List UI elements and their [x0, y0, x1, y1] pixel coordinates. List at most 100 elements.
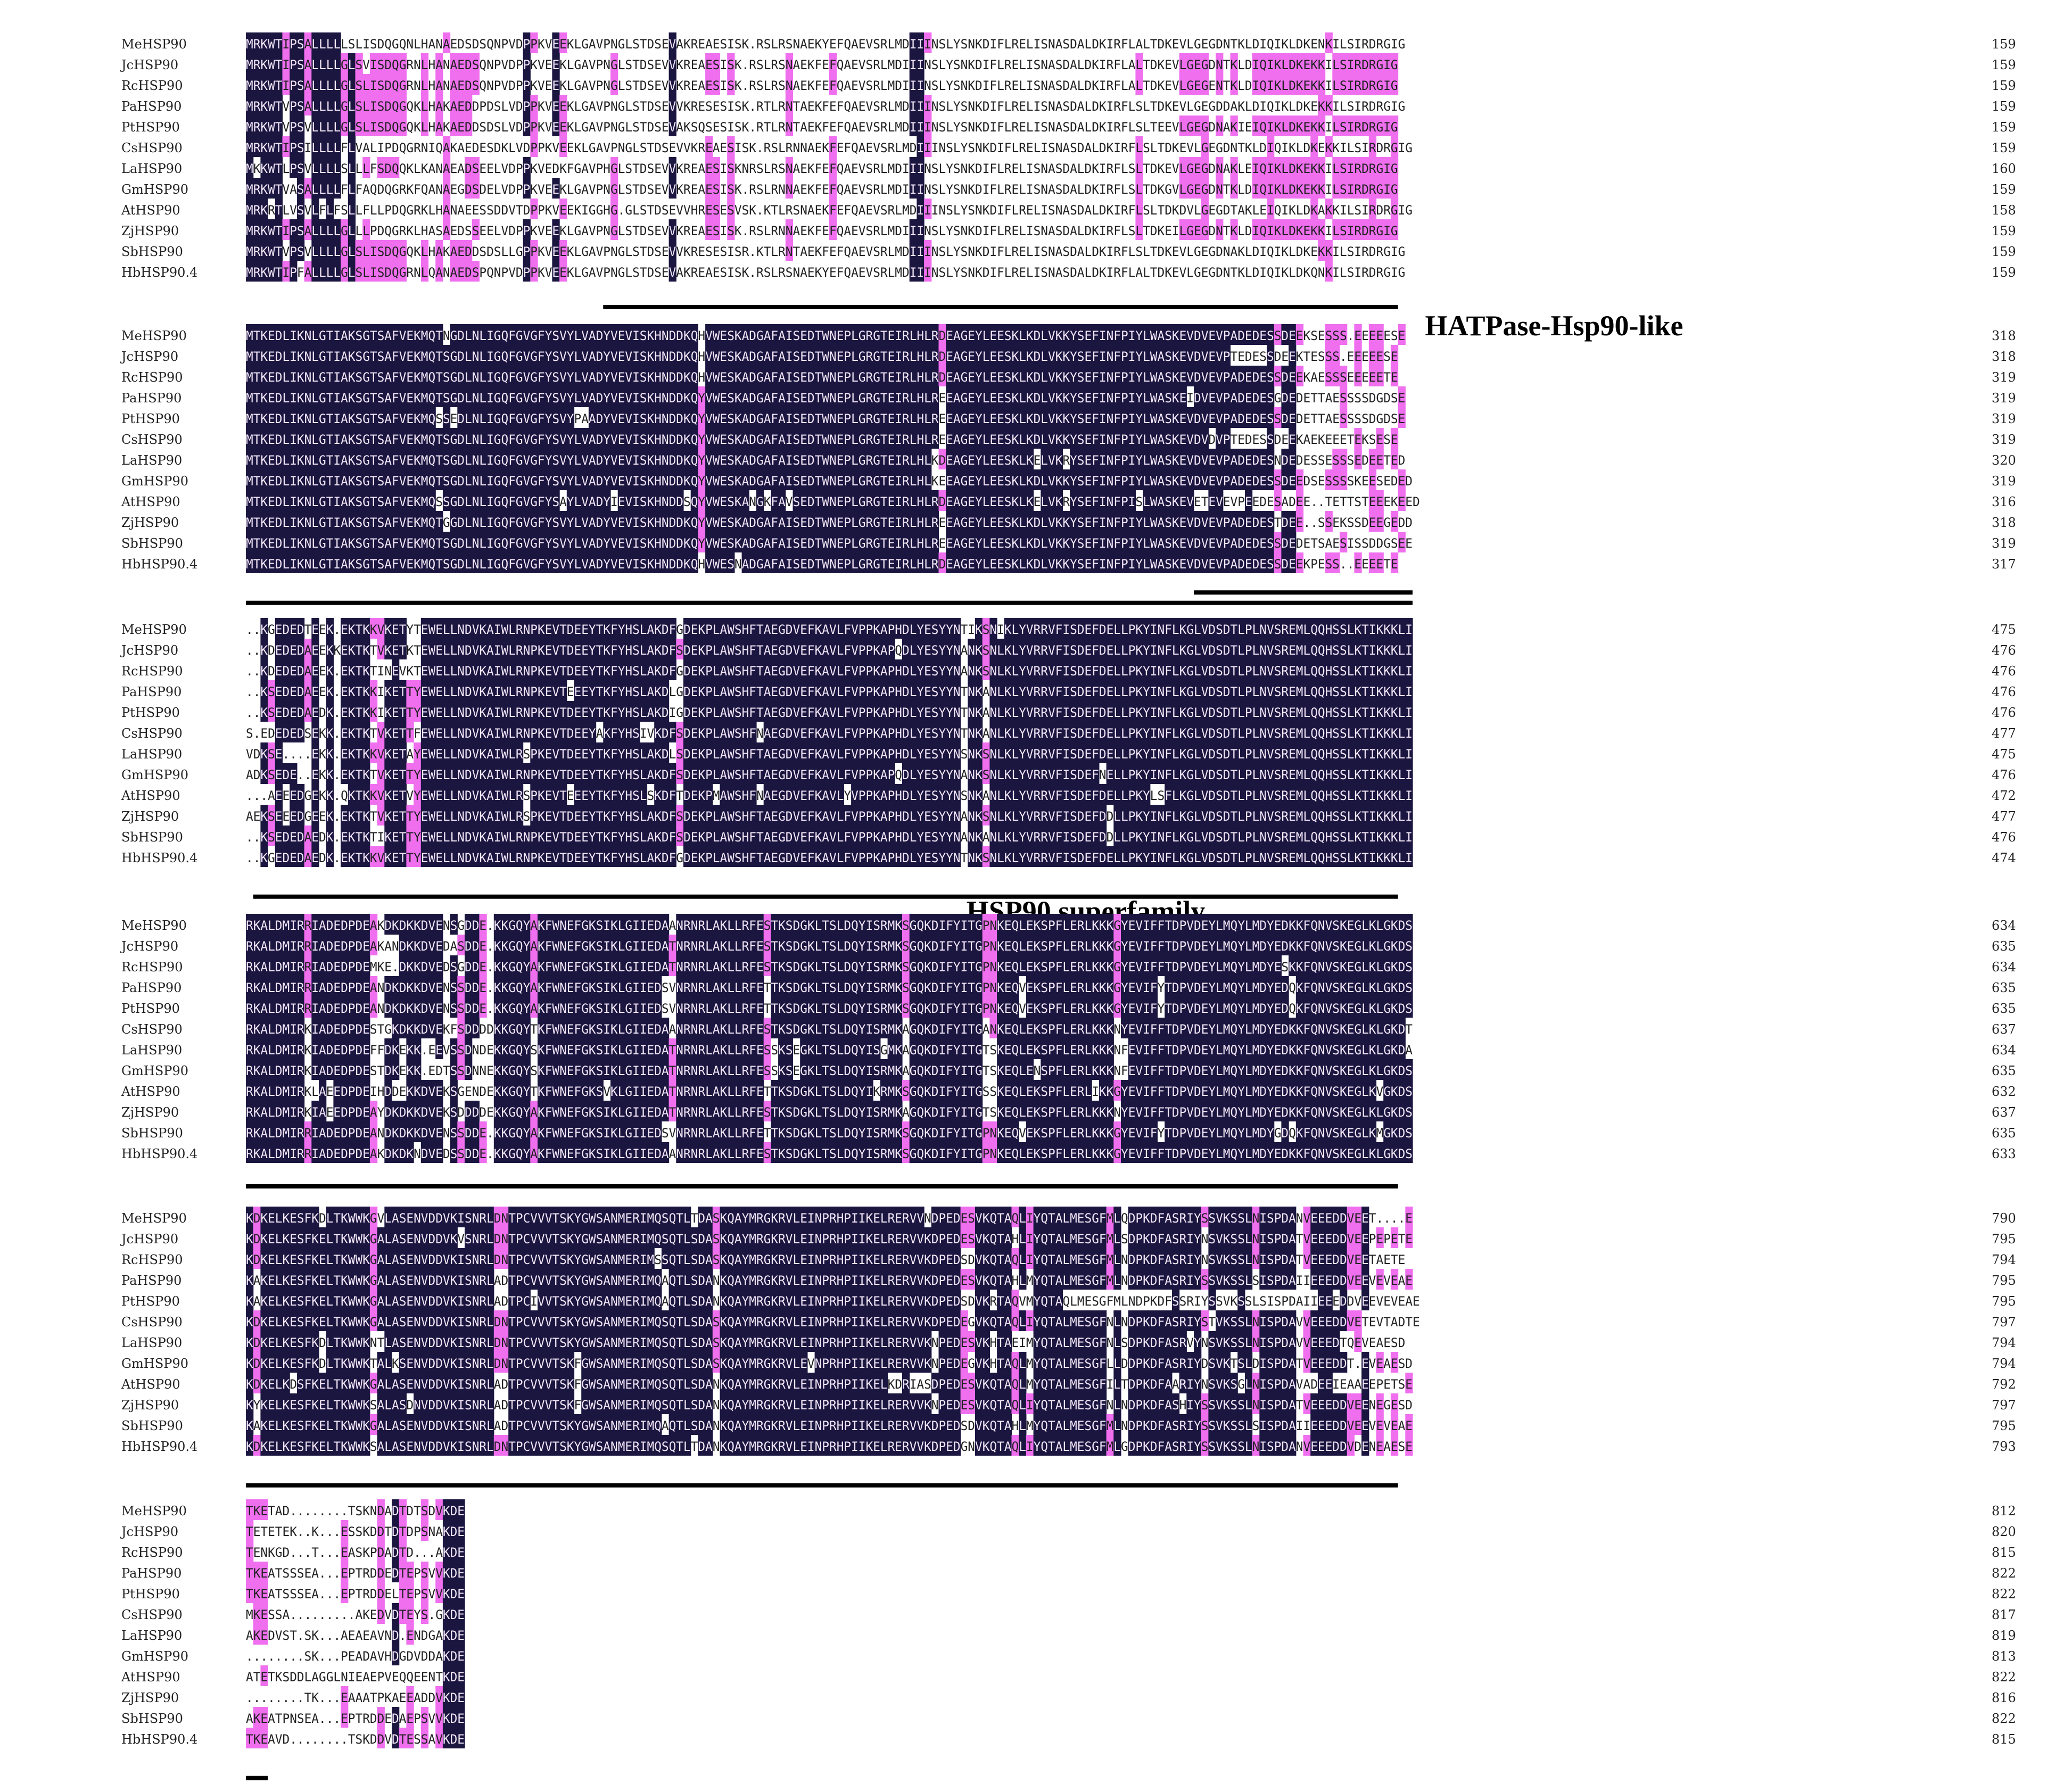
residue-number: 472	[1992, 788, 2016, 803]
sequence-text: MRKWTIPSALLLLLSLISDQGQNLHANAEDSDSQNPVDPP…	[246, 37, 1405, 52]
residue-shade	[319, 136, 327, 157]
species-name: AtHSP90	[121, 203, 180, 218]
residue-shade	[282, 261, 290, 282]
residue-number: 476	[1992, 684, 2016, 699]
residue-shade	[282, 53, 290, 74]
species-name: HbHSP90.4	[121, 265, 197, 280]
sequence-text: MTKEDLIKNLGTIAKSGTSAFVEKMQTSGDLNLIGQFGVG…	[246, 370, 1398, 385]
sequence-text: ..KSEDEDAEDK.EKTKTIKETTYEWELLNDVKAIWLRNP…	[246, 830, 1413, 845]
species-name: ZjHSP90	[121, 224, 179, 238]
residue-shade	[296, 53, 305, 74]
residue-shade	[290, 261, 298, 282]
residue-number: 319	[1992, 474, 2016, 489]
residue-shade	[290, 240, 298, 261]
residue-shade	[290, 157, 298, 178]
residue-shade	[304, 261, 312, 282]
residue-shade	[268, 74, 276, 95]
residue-number: 318	[1992, 349, 2016, 364]
residue-shade	[311, 136, 319, 157]
residue-shade	[253, 261, 261, 282]
residue-number: 319	[1992, 432, 2016, 447]
residue-shade	[268, 219, 276, 240]
sequence-text: ..KSEDEDAEDK.EKTKKIKETTYEWELLNDVKAIWLRNP…	[246, 705, 1413, 720]
residue-shade	[260, 157, 268, 178]
domain-bar	[246, 600, 1413, 605]
residue-shade	[304, 95, 312, 115]
residue-number: 476	[1992, 664, 2016, 679]
residue-shade	[290, 32, 298, 53]
residue-shade	[304, 74, 312, 95]
residue-number: 319	[1992, 536, 2016, 551]
residue-number: 159	[1992, 141, 2016, 155]
residue-shade	[290, 136, 298, 157]
species-name: ZjHSP90	[121, 515, 179, 530]
residue-number: 477	[1992, 726, 2016, 741]
residue-shade	[319, 261, 327, 282]
residue-shade	[275, 95, 283, 115]
residue-shade	[326, 53, 334, 74]
residue-shade	[311, 157, 319, 178]
residue-shade	[246, 136, 254, 157]
residue-number: 317	[1992, 557, 2016, 572]
residue-shade	[260, 95, 268, 115]
residue-number: 476	[1992, 767, 2016, 782]
residue-shade	[275, 157, 283, 178]
sequence-text: MRKWTVASALLLLFLFAQDQGRKFQANAEGDSDELVDPPK…	[246, 182, 1398, 197]
residue-shade	[260, 136, 268, 157]
species-name: PaHSP90	[121, 99, 181, 114]
sequence-text: MRKRTLVSVLFLFSLLFLLPDQGRKLHANAEESSDDVTDP…	[246, 203, 1413, 218]
residue-shade	[275, 219, 283, 240]
residue-shade	[319, 240, 327, 261]
residue-shade	[319, 95, 327, 115]
residue-number: 320	[1992, 453, 2016, 468]
species-name: LaHSP90	[121, 161, 182, 176]
residue-shade	[296, 199, 305, 219]
residue-shade	[253, 53, 261, 74]
residue-shade	[282, 219, 290, 240]
sequence-text: MTKEDLIKNLGTIAKSGTSAFVEKMQTSGDLNLIGQFGVG…	[246, 349, 1398, 364]
residue-number: 159	[1992, 224, 2016, 238]
residue-shade	[246, 95, 254, 115]
sequence-text: MTKEDLIKNLGTIAKSGTSAFVEKMQSSEDLNLIGQFGVG…	[246, 411, 1405, 426]
sequence-text: ..KGEDEDTEEK.EKTKKVKETYTEWELLNDVKAIWLRNP…	[246, 622, 1413, 637]
domain-label: HATPase-Hsp90-like	[1425, 310, 1683, 342]
residue-shade	[326, 32, 334, 53]
residue-shade	[260, 219, 268, 240]
sequence-text: MTKEDLIKNLGTIAKSGTSAFVEKMQTSGDLNLIGQFGVG…	[246, 432, 1398, 447]
residue-shade	[282, 32, 290, 53]
residue-shade	[319, 178, 327, 199]
species-name: AtHSP90	[121, 788, 180, 803]
residue-shade	[246, 32, 254, 53]
residue-number: 159	[1992, 244, 2016, 259]
residue-shade	[290, 95, 298, 115]
residue-shade	[311, 32, 319, 53]
sequence-text: MRKWTVPSALLLLGLSLISDQGQKLHAKAEDDPDSLVDPP…	[246, 99, 1405, 114]
species-name: AtHSP90	[121, 494, 180, 509]
residue-shade	[275, 178, 283, 199]
sequence-text: ..KDEDEDAEEK.EKTKTINEVKTEWELLNDVKAIWLRNP…	[246, 664, 1413, 679]
residue-shade	[311, 240, 319, 261]
species-name: GmHSP90	[121, 182, 188, 197]
residue-number: 159	[1992, 99, 2016, 114]
residue-shade	[311, 95, 319, 115]
residue-number: 159	[1992, 120, 2016, 135]
species-name: LaHSP90	[121, 453, 182, 468]
residue-shade	[275, 199, 283, 219]
alignment-block: MeHSP90 MRKWTIPSALLLLLSLISDQGQNLHANAEDSDS…	[120, 32, 2016, 342]
residue-shade	[296, 136, 305, 157]
residue-shade	[296, 32, 305, 53]
domain-bar	[603, 304, 1398, 309]
residue-shade	[268, 240, 276, 261]
sequence-text: MRKWTIPSALLLLGLSVISDQGRNLHANAEDSQNPVDPPK…	[246, 57, 1398, 72]
residue-shade	[268, 32, 276, 53]
residue-shade	[290, 219, 298, 240]
sequence-text: MRKWTIPSALLLLGLSLISDQGRNLHANAEDSQNPVDPPK…	[246, 78, 1398, 93]
residue-shade	[326, 95, 334, 115]
residue-shade	[253, 199, 261, 219]
species-name: HbHSP90.4	[121, 557, 197, 572]
species-name: PtHSP90	[121, 411, 180, 426]
species-name: ZjHSP90	[121, 809, 179, 824]
sequence-text: ..KGEDEDAEDK.EKTKKVKETTYEWELLNDVKAIWLRNP…	[246, 851, 1413, 865]
residue-number: 159	[1992, 37, 2016, 52]
residue-shade	[260, 199, 268, 219]
